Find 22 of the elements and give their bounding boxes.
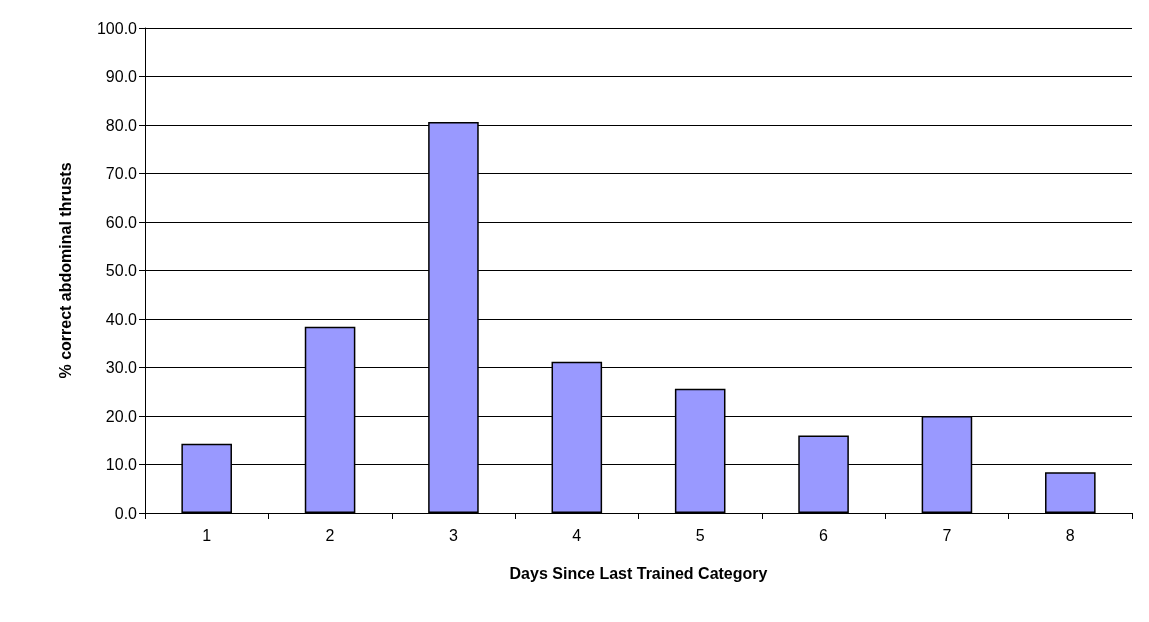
x-tick-label: 1 — [202, 526, 212, 544]
y-tick-label: 60.0 — [105, 213, 138, 231]
x-tick-label: 2 — [325, 526, 335, 544]
y-tick-label: 10.0 — [105, 456, 138, 473]
y-tick-label: 50.0 — [105, 262, 138, 279]
y-tick-label: 90.0 — [105, 68, 138, 85]
y-tick-label: 40.0 — [105, 310, 138, 328]
x-tick-label: 4 — [572, 526, 582, 544]
y-tick-label: 70.0 — [105, 165, 138, 182]
y-tick-label: 20.0 — [105, 407, 138, 425]
x-axis-title: Days Since Last Trained Category — [509, 564, 768, 582]
x-tick-label: 5 — [695, 526, 705, 544]
y-tick-label: 100.0 — [96, 19, 138, 37]
x-tick-label: 8 — [1065, 526, 1075, 544]
x-tick-label: 3 — [448, 526, 458, 544]
y-tick-label: 80.0 — [105, 116, 138, 134]
x-tick-label: 6 — [819, 526, 829, 544]
bar — [1045, 472, 1096, 513]
y-tick-label: 0.0 — [114, 504, 138, 522]
x-tick-label: 7 — [942, 526, 952, 544]
y-tick-label: 30.0 — [105, 359, 138, 376]
y-axis-title: % correct abdominal thrusts — [56, 162, 74, 379]
